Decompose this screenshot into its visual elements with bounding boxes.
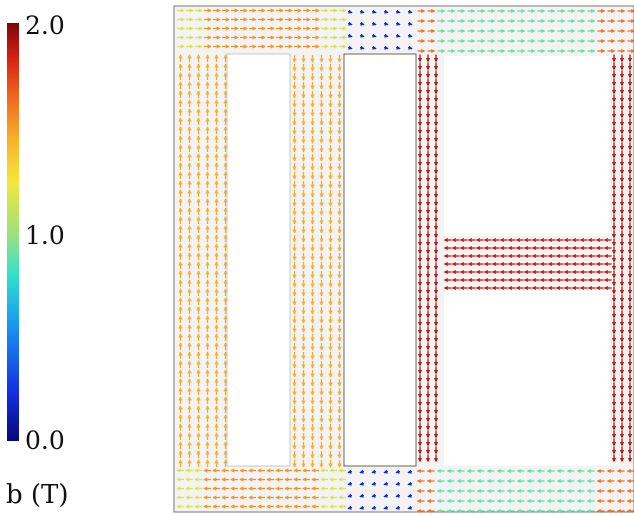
flux-arrow [395,9,401,14]
colorbar [7,23,19,441]
flux-arrow [383,45,389,50]
flux-arrow [359,21,365,26]
flux-arrow [359,493,365,498]
flux-arrow [407,33,413,38]
flux-arrow [347,9,353,14]
domain-frame [173,5,634,513]
colorbar-tick-mid: 1.0 [25,221,65,250]
flux-arrow [359,505,365,510]
flux-arrow [395,21,401,26]
flux-arrow [371,505,377,510]
flux-arrow [383,21,389,26]
flux-arrow [347,33,353,38]
flux-arrow [371,45,377,50]
flux-arrow [383,33,389,38]
flux-arrow [347,21,353,26]
flux-arrow [407,493,413,498]
flux-arrow [371,33,377,38]
flux-arrow [383,9,389,14]
colorbar-title: b (T) [6,480,69,510]
flux-vector-field [176,8,634,514]
flux-arrow [407,21,413,26]
colorbar-tick-max: 2.0 [25,11,65,40]
colorbar-tick-min: 0.0 [25,426,65,455]
flux-arrow [347,481,353,486]
flux-arrow [371,21,377,26]
flux-arrow [395,45,401,50]
flux-arrow [395,493,401,498]
flux-arrow [395,505,401,510]
flux-arrow [347,493,353,498]
flux-arrow [383,505,389,510]
flux-arrow [407,9,413,14]
flux-arrow [395,469,401,474]
flux-arrow [359,469,365,474]
flux-arrow [347,505,353,510]
flux-arrow [359,45,365,50]
flux-arrow [371,469,377,474]
flux-arrow [359,33,365,38]
flux-arrow [395,481,401,486]
flux-arrow [359,9,365,14]
flux-arrow [371,9,377,14]
flux-arrow [407,45,413,50]
flux-arrow [383,469,389,474]
flux-arrow [371,493,377,498]
flux-arrow [359,481,365,486]
flux-arrow [407,469,413,474]
flux-arrow [407,505,413,510]
flux-arrow [383,493,389,498]
flux-arrow [347,45,353,50]
flux-arrow [395,33,401,38]
flux-arrow [347,469,353,474]
flux-arrow [383,481,389,486]
flux-arrow [371,481,377,486]
flux-arrow [407,481,413,486]
